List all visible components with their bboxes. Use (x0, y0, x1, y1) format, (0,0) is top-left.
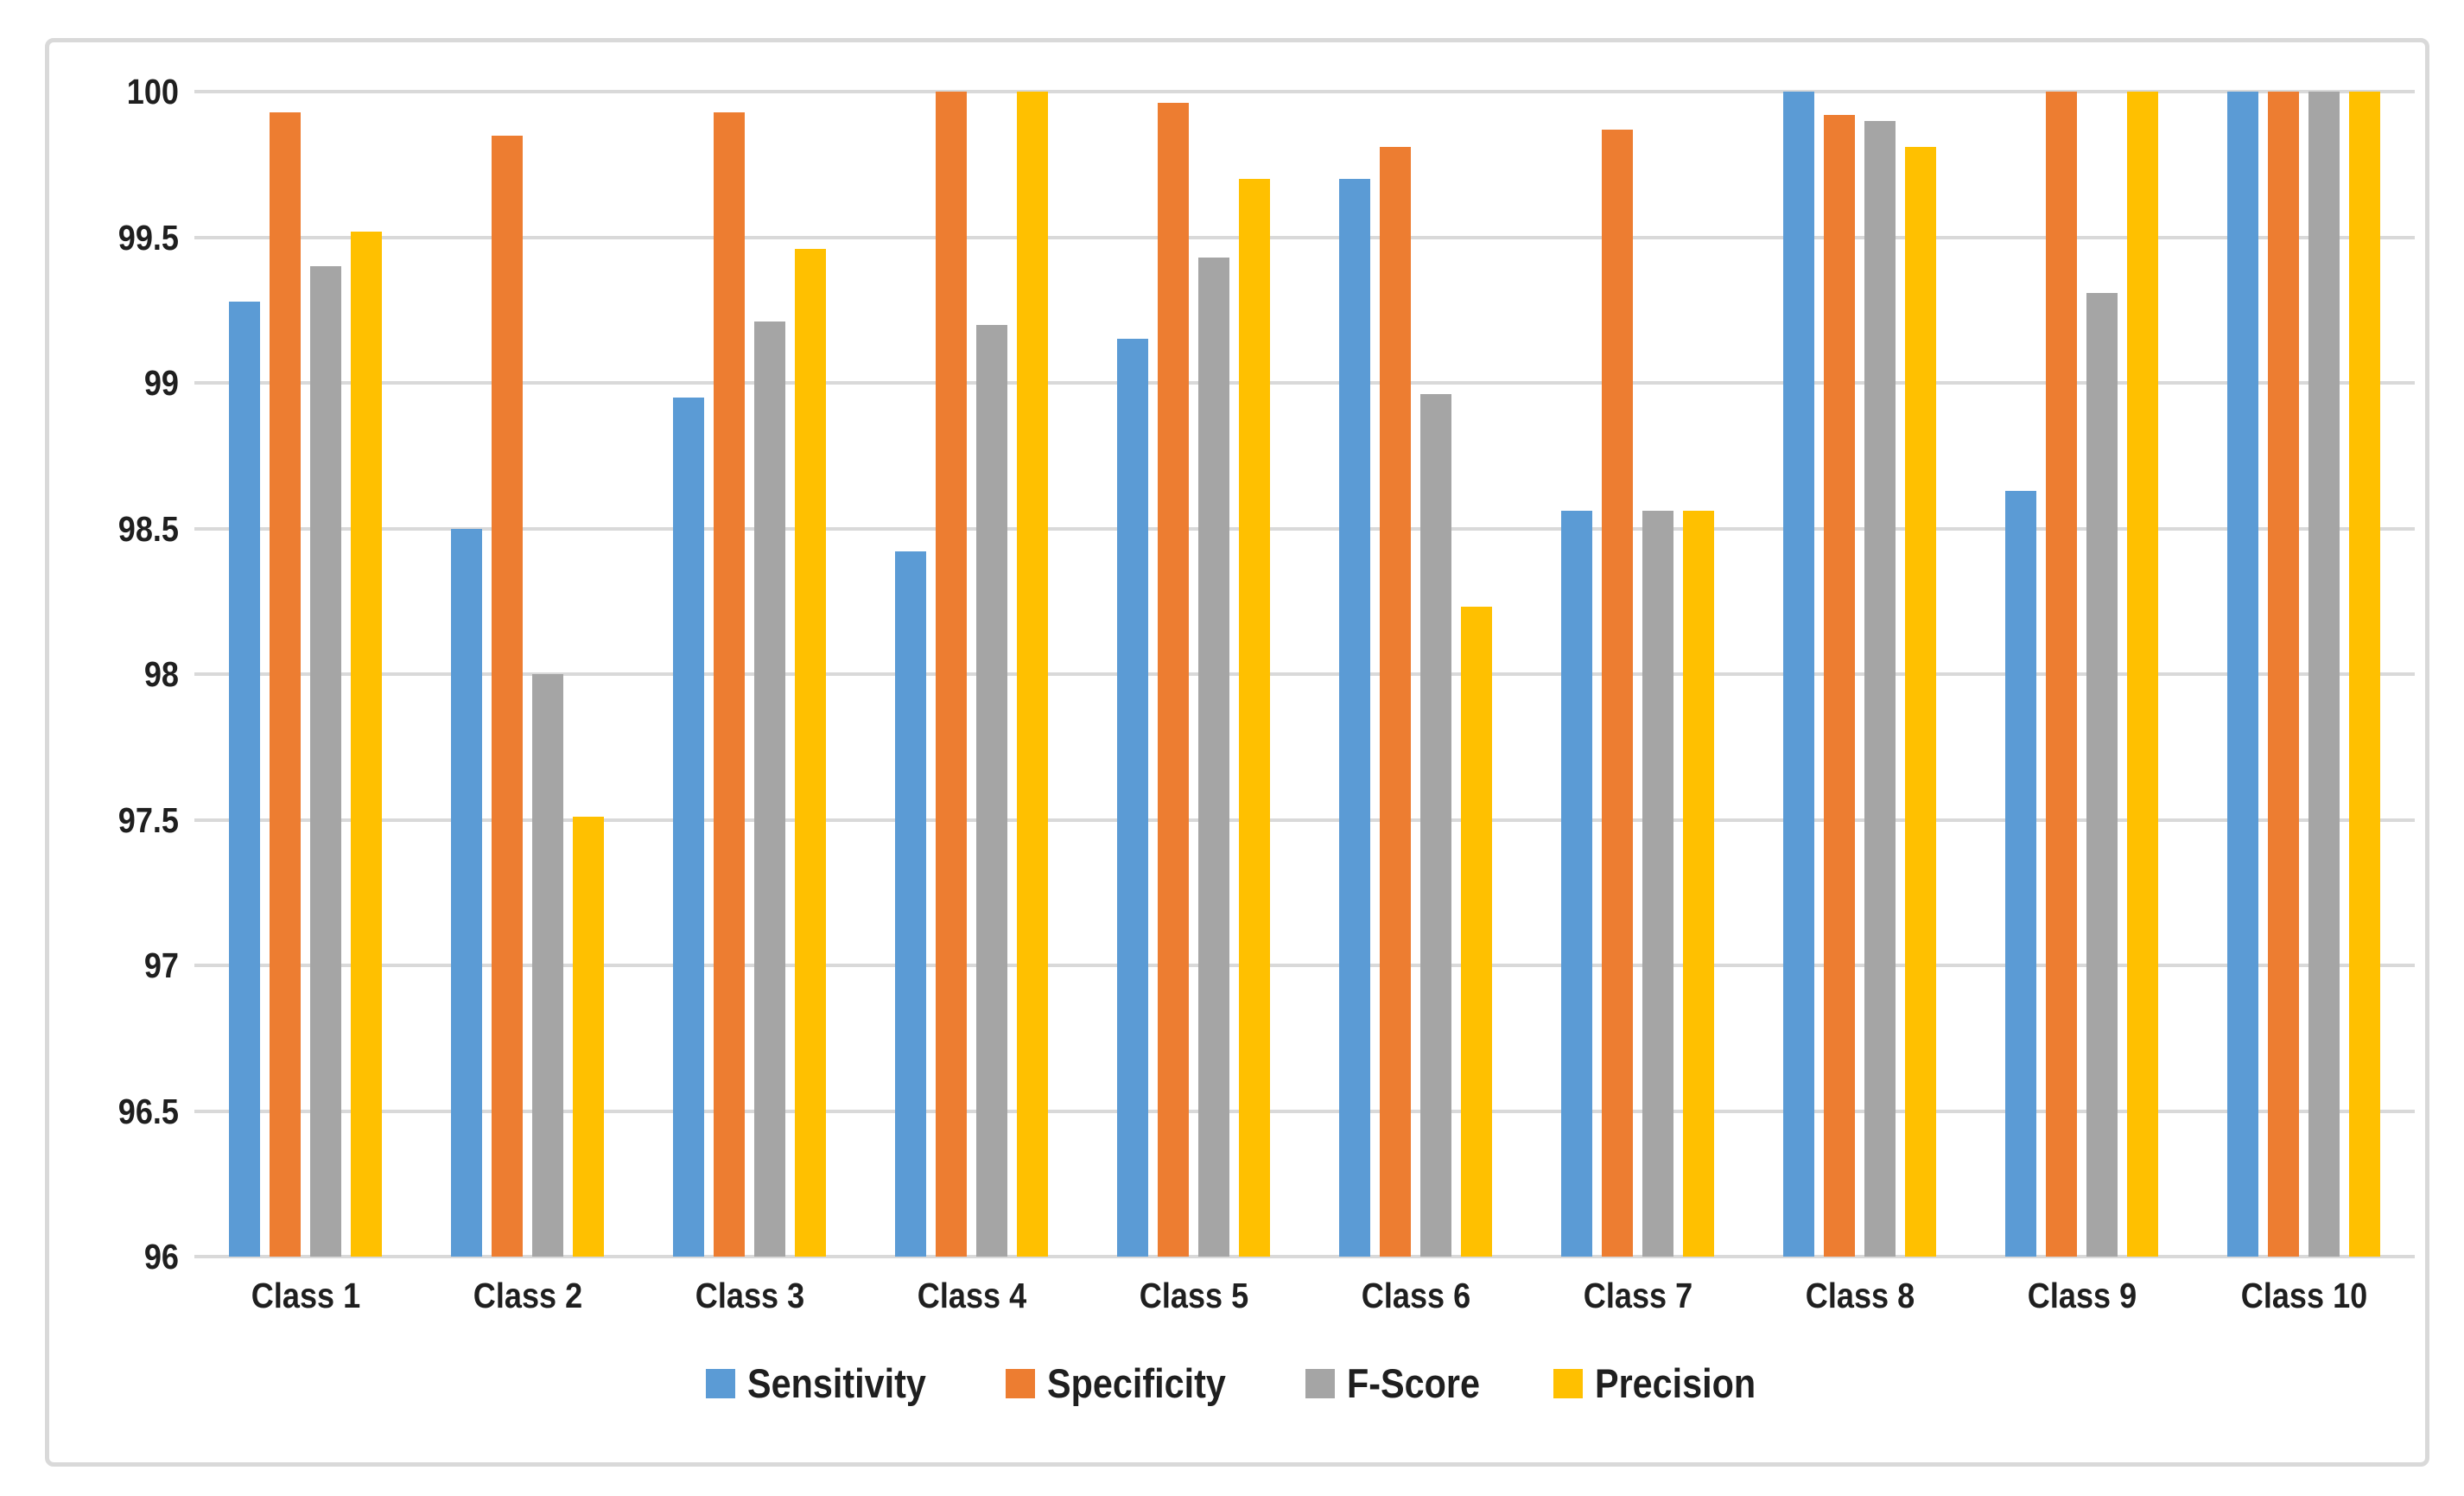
bar-specificity (2046, 92, 2077, 1257)
y-axis-tick-label: 97.5 (117, 799, 179, 840)
bar-precision (1017, 92, 1048, 1257)
bar-specificity (1158, 103, 1189, 1257)
legend-swatch-sensitivity (705, 1368, 735, 1398)
bar-specificity (1824, 114, 1855, 1257)
x-axis-category-label: Class 9 (2027, 1276, 2137, 1315)
legend-swatch-f-score (1305, 1368, 1335, 1398)
gridline (194, 672, 2415, 676)
bar-f-score (976, 324, 1007, 1257)
gridline (194, 90, 2415, 93)
legend-item: Specificity (1005, 1360, 1250, 1406)
legend-item: F-Score (1305, 1363, 1498, 1404)
legend-swatch-precision (1553, 1368, 1583, 1398)
bar-sensitivity (895, 551, 926, 1257)
bar-precision (1905, 147, 1936, 1257)
gridline (194, 526, 2415, 531)
bar-f-score (2308, 92, 2340, 1257)
gridline (194, 1109, 2415, 1113)
bar-specificity (270, 111, 301, 1257)
x-axis-category-label: Class 7 (1583, 1276, 1692, 1315)
bar-specificity (1380, 147, 1411, 1257)
bar-precision (795, 248, 826, 1257)
legend-item: Precision (1553, 1363, 1778, 1404)
bar-f-score (310, 266, 341, 1257)
y-axis-tick-label: 97 (143, 945, 179, 985)
x-axis-category-label: Class 8 (1805, 1276, 1915, 1315)
x-axis-category-label: Class 2 (473, 1276, 582, 1315)
bar-precision (2127, 92, 2158, 1257)
x-axis-category-label: Class 3 (695, 1276, 804, 1315)
chart-legend: Sensitivity Specificity F-Score Precision (49, 1363, 2434, 1404)
gridline (194, 1255, 2415, 1258)
gridline (194, 964, 2415, 967)
bar-specificity (2268, 92, 2299, 1257)
bar-sensitivity (2227, 92, 2258, 1257)
bar-sensitivity (1783, 92, 1814, 1257)
bar-specificity (1602, 129, 1633, 1257)
y-axis-tick-label: 98 (143, 654, 179, 694)
gridline (194, 235, 2415, 239)
bar-specificity (492, 135, 523, 1257)
bar-sensitivity (2005, 490, 2036, 1257)
legend-label: F-Score (1346, 1360, 1480, 1406)
bar-precision (1683, 511, 1714, 1257)
y-axis-tick-label: 99 (143, 363, 179, 403)
bar-f-score (1864, 120, 1896, 1257)
bar-f-score (1642, 511, 1673, 1257)
y-axis-tick-label: 98.5 (117, 508, 179, 549)
bar-sensitivity (1339, 179, 1370, 1257)
chart-frame: Sensitivity Specificity F-Score Precision 9… (45, 38, 2429, 1467)
bar-sensitivity (1117, 339, 1148, 1257)
y-axis-tick-label: 99.5 (117, 217, 179, 258)
bar-f-score (1198, 258, 1229, 1257)
bar-specificity (714, 111, 745, 1257)
x-axis-category-label: Class 6 (1361, 1276, 1470, 1315)
legend-item: Sensitivity (705, 1360, 950, 1406)
legend-label: Sensitivity (746, 1360, 926, 1406)
bar-sensitivity (673, 397, 704, 1257)
bar-precision (1461, 607, 1492, 1257)
bar-precision (1239, 179, 1270, 1257)
bar-f-score (754, 321, 785, 1257)
legend-swatch-specificity (1005, 1368, 1035, 1398)
bar-precision (351, 231, 382, 1257)
y-axis-tick-label: 96 (143, 1237, 179, 1276)
gridline (194, 818, 2415, 822)
legend-label: Specificity (1046, 1360, 1226, 1406)
x-axis-category-label: Class 5 (1139, 1276, 1248, 1315)
bar-precision (2349, 92, 2380, 1257)
bar-f-score (532, 674, 563, 1257)
bar-precision (573, 817, 604, 1257)
bar-sensitivity (229, 301, 260, 1257)
y-axis-tick-label: 96.5 (117, 1091, 179, 1131)
y-axis-tick-label: 100 (126, 72, 179, 111)
bar-sensitivity (1561, 511, 1592, 1257)
x-axis-category-label: Class 1 (251, 1276, 360, 1315)
bar-f-score (2086, 292, 2118, 1257)
x-axis-category-label: Class 4 (917, 1276, 1026, 1315)
gridline (194, 381, 2415, 385)
legend-label: Precision (1594, 1360, 1756, 1406)
bar-sensitivity (451, 528, 482, 1257)
x-axis-category-label: Class 10 (2240, 1276, 2367, 1315)
bar-specificity (936, 92, 967, 1257)
bar-f-score (1420, 394, 1451, 1257)
